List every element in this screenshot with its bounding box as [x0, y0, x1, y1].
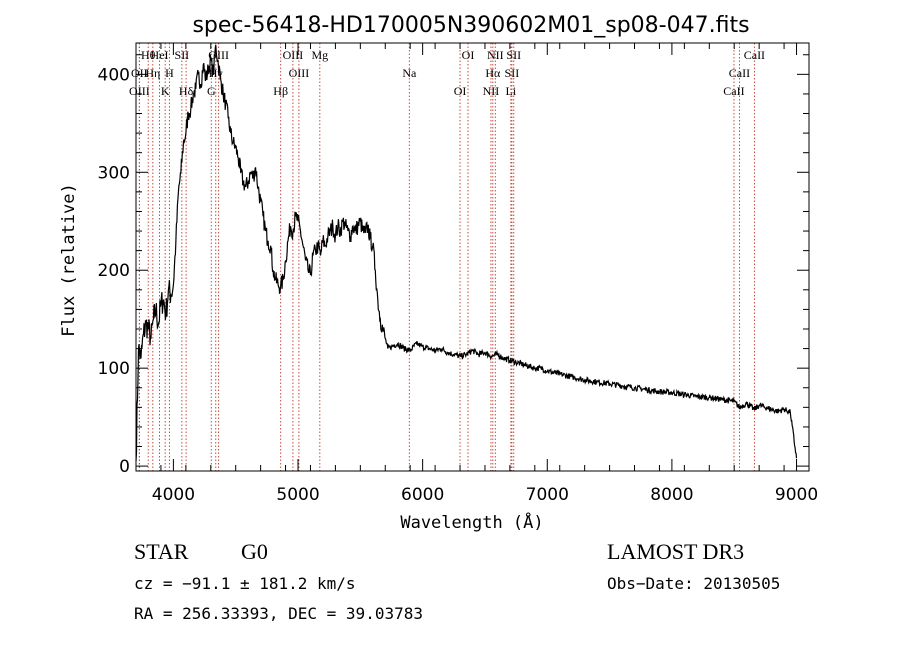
- spectral-line-label: OIII: [129, 84, 150, 98]
- x-tick-label: 8000: [650, 485, 693, 505]
- y-tick-label: 100: [98, 359, 130, 379]
- spectral-line-label: G: [207, 84, 216, 98]
- spectral-line-label: CaII: [744, 48, 765, 62]
- spectral-line-label: OIII: [208, 48, 229, 62]
- spectral-line-label: H: [165, 66, 174, 80]
- x-tick-label: 6000: [401, 485, 444, 505]
- spectral-line-label: Hδ: [179, 84, 194, 98]
- y-tick-label: 0: [119, 457, 130, 477]
- coordinates-readout: RA = 256.33393, DEC = 39.03783: [134, 604, 423, 623]
- spectral-line-label: Na: [402, 66, 417, 80]
- spectrum-line: [135, 44, 798, 462]
- spectral-line-label: NII: [487, 48, 504, 62]
- survey-name: LAMOST DR3: [607, 539, 744, 564]
- y-tick-label: 200: [98, 261, 130, 281]
- spectral-line-label: Hη: [145, 66, 160, 80]
- spectral-line-label: OIII: [289, 66, 310, 80]
- x-tick-label: 5000: [276, 485, 319, 505]
- spectral-line-label: SII: [505, 66, 520, 80]
- spectral-line-label: OIII: [283, 48, 304, 62]
- spectral-line-label: SII: [506, 48, 521, 62]
- object-class: STAR: [134, 539, 189, 564]
- spectral-lines: HθOIIOIIIHeIHηKSIIHHδOIIIHγGOIIIOIIIHβMg…: [129, 43, 765, 471]
- spectral-line-label: OI: [462, 48, 475, 62]
- spectral-line-label: HeI: [151, 48, 169, 62]
- spectral-line-label: Hβ: [273, 84, 288, 98]
- x-tick-label: 9000: [775, 485, 818, 505]
- y-tick-label: 300: [98, 163, 130, 183]
- chart-title: spec-56418-HD170005N390602M01_sp08-047.f…: [192, 13, 749, 38]
- spectral-line-label: K: [161, 84, 170, 98]
- y-axis: 0 100 200 300 400: [98, 54, 809, 477]
- spectral-line-label: NII: [483, 84, 500, 98]
- spectral-line-label: OII: [131, 66, 148, 80]
- spectral-line-label: SII: [175, 48, 190, 62]
- spectral-line-label: Hα: [485, 66, 501, 80]
- y-axis-label: Flux (relative): [59, 183, 79, 337]
- spectral-line-label: Hθ: [141, 48, 156, 62]
- x-axis: 4000 5000 6000 7000 8000 9000: [135, 43, 818, 505]
- spectral-line-label: Li: [506, 84, 517, 98]
- plot-frame: [135, 42, 810, 472]
- redshift-readout: cz = −91.1 ± 181.2 km/s: [134, 574, 356, 593]
- spectral-line-label: CaII: [723, 84, 744, 98]
- spectral-line-label: OI: [454, 84, 467, 98]
- y-tick-label: 400: [98, 65, 130, 85]
- x-axis-label: Wavelength (Å): [400, 511, 543, 533]
- object-subclass: G0: [241, 539, 268, 564]
- spectral-line-label: CaII: [729, 66, 750, 80]
- x-tick-label: 4000: [152, 485, 195, 505]
- obs-date: Obs−Date: 20130505: [607, 574, 780, 593]
- x-tick-label: 7000: [526, 485, 569, 505]
- spectral-line-label: Mg: [311, 48, 328, 62]
